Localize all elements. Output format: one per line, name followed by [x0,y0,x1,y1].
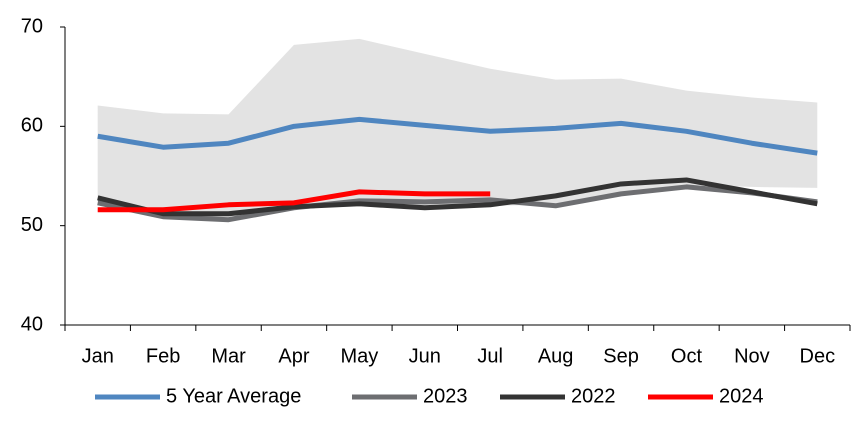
x-tick-label: Oct [671,345,703,367]
y-tick-label: 40 [21,313,43,335]
legend-label: 5 Year Average [166,385,301,407]
x-tick-label: May [340,345,378,367]
x-tick-label: Jul [477,345,503,367]
legend-label: 2023 [423,385,468,407]
x-tick-label: Dec [800,345,836,367]
x-tick-label: Jun [409,345,441,367]
series-line [97,116,818,156]
legend-label: 2024 [719,385,764,407]
x-tick-label: Feb [146,345,180,367]
x-tick-label: Nov [734,345,770,367]
x-tick-label: Aug [538,345,574,367]
y-tick-label: 60 [21,115,43,137]
x-tick-label: Jan [82,345,114,367]
x-tick-label: Sep [603,345,639,367]
y-tick-label: 70 [21,15,43,37]
series-line [97,189,491,213]
series-line [97,184,818,223]
x-tick-label: Apr [278,345,309,367]
series-line [97,177,818,217]
x-tick-label: Mar [211,345,246,367]
legend-label: 2022 [571,385,616,407]
y-tick-label: 50 [21,214,43,236]
